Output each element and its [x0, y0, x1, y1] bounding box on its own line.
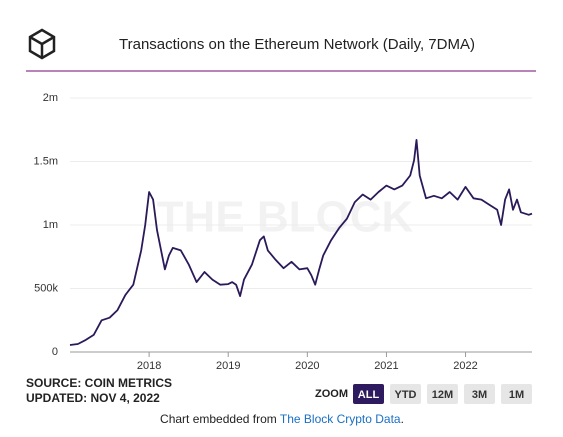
source: SOURCE: COIN METRICS: [26, 376, 172, 390]
x-tick-label: 2021: [374, 360, 398, 372]
zoom-button[interactable]: [353, 384, 384, 404]
watermark: THE BLOCK: [157, 193, 414, 242]
zoom-button-label[interactable]: 1M: [509, 389, 524, 401]
zoom-button-label[interactable]: 12M: [432, 389, 453, 401]
zoom-button-label[interactable]: ALL: [358, 389, 380, 401]
y-tick-label: 0: [52, 346, 58, 358]
y-tick-label: 500k: [34, 282, 58, 294]
zoom-button-label[interactable]: YTD: [395, 389, 417, 401]
line: [69, 139, 533, 346]
footer-suffix: .: [401, 412, 404, 426]
y-tick-label: 2m: [43, 92, 58, 104]
zoom-button-label[interactable]: 3M: [472, 389, 487, 401]
footer-link[interactable]: The Block Crypto Data: [280, 412, 401, 426]
x-tick-label: 2022: [453, 360, 477, 372]
zoom-label: ZOOM: [315, 388, 348, 400]
x-tick-label: 2019: [216, 360, 240, 372]
zoom-button[interactable]: [390, 384, 421, 404]
logo: [28, 28, 56, 60]
updated: UPDATED: NOV 4, 2022: [26, 391, 160, 405]
zoom-button[interactable]: [427, 384, 458, 404]
zoom-button[interactable]: [464, 384, 495, 404]
y-tick-label: 1.5m: [34, 155, 58, 167]
y-tick-label: 1m: [43, 219, 58, 231]
zoom-button[interactable]: [501, 384, 532, 404]
footer-prefix: Chart embedded from: [160, 412, 277, 426]
x-tick-label: 2018: [137, 360, 161, 372]
chart-title: Transactions on the Ethereum Network (Da…: [119, 36, 475, 53]
x-tick-label: 2020: [295, 360, 319, 372]
footer: Chart embedded from The Block Crypto Dat…: [160, 412, 404, 426]
